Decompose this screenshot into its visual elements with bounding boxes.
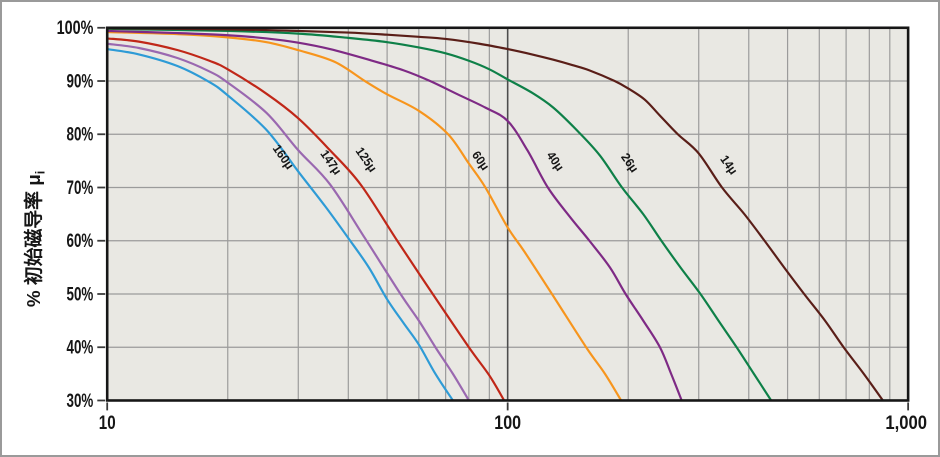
tick-marks xyxy=(97,26,910,411)
y-axis-title: % 初始磁导率 μi xyxy=(22,171,47,307)
curve-160u xyxy=(107,47,455,401)
curve-40u xyxy=(107,29,683,401)
curve-26u xyxy=(107,27,773,401)
curve-125u xyxy=(107,37,506,401)
curve-14u xyxy=(107,27,884,401)
y-tick-label: 100% xyxy=(57,17,94,39)
curves xyxy=(107,27,884,401)
curve-60u xyxy=(107,30,623,401)
x-tick-label: 1,000 xyxy=(885,412,927,434)
y-tick-label: 40% xyxy=(67,337,94,359)
y-tick-label: 30% xyxy=(67,390,94,412)
plot-border xyxy=(105,26,910,402)
y-tick-label: 80% xyxy=(67,124,94,146)
x-tick-label: 100 xyxy=(494,412,521,434)
x-tick-label: 10 xyxy=(99,412,116,434)
y-tick-label: 60% xyxy=(67,230,94,252)
curve-147u xyxy=(107,42,470,401)
y-tick-label: 70% xyxy=(67,177,94,199)
y-tick-label: 50% xyxy=(67,283,94,305)
y-tick-label: 90% xyxy=(67,70,94,92)
